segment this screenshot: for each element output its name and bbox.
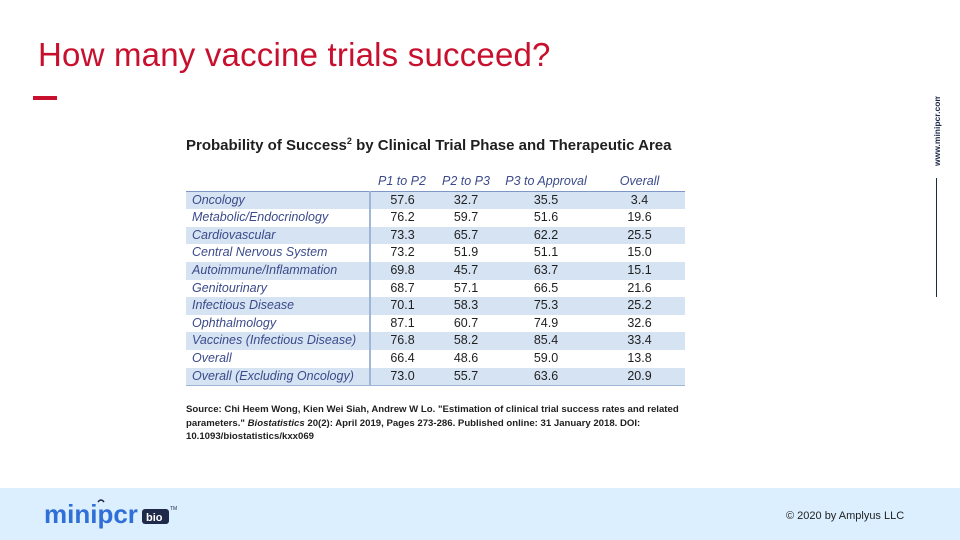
success-rate-cell: 35.5	[498, 191, 594, 210]
therapeutic-area-cell: Central Nervous System	[186, 244, 370, 262]
success-rate-cell: 51.9	[434, 244, 498, 262]
table-header-row: P1 to P2 P2 to P3 P3 to Approval Overall	[186, 173, 685, 192]
column-header: P3 to Approval	[505, 174, 587, 188]
copyright-text: © 2020 by Amplyus LLC	[786, 510, 905, 522]
success-rate-cell: 13.8	[594, 349, 685, 368]
therapeutic-area-cell: Overall	[186, 349, 370, 368]
success-rate-cell: 59.0	[498, 349, 594, 368]
therapeutic-area-cell: Cardiovascular	[186, 226, 370, 245]
table-row: Vaccines (Infectious Disease) 76.8 58.2 85.…	[186, 332, 685, 350]
success-rate-cell: 32.6	[594, 314, 685, 333]
table-row: Autoimmune/Inflammation 69.8 45.7 63.7 15.1	[186, 261, 685, 280]
source-journal: Biostatistics	[247, 417, 305, 429]
success-rate-cell: 62.2	[498, 226, 594, 245]
table-heading-main: Probability of Success	[186, 137, 347, 154]
therapeutic-area-cell: Infectious Disease	[186, 297, 370, 315]
table-row: Cardiovascular 73.3 65.7 62.2 25.5	[186, 226, 685, 245]
table-row: Infectious Disease 70.1 58.3 75.3 25.2	[186, 297, 685, 315]
slide-title: How many vaccine trials succeed?	[38, 36, 551, 73]
logo-wordmark: minipcr	[44, 499, 138, 529]
success-rate-cell: 60.7	[434, 314, 498, 333]
success-rate-table: P1 to P2 P2 to P3 P3 to Approval Overall…	[186, 173, 685, 386]
success-rate-cell: 19.6	[594, 209, 685, 227]
success-rate-cell: 63.6	[498, 367, 594, 386]
table-row: Overall 66.4 48.6 59.0 13.8	[186, 349, 685, 368]
therapeutic-area-cell: Metabolic/Endocrinology	[186, 209, 370, 227]
table-row: Oncology 57.6 32.7 35.5 3.4	[186, 191, 685, 210]
success-rate-cell: 25.2	[594, 297, 685, 315]
table-row: Genitourinary 68.7 57.1 66.5 21.6	[186, 279, 685, 298]
therapeutic-area-cell: Overall (Excluding Oncology)	[186, 367, 370, 386]
success-rate-cell: 87.1	[369, 314, 434, 333]
success-rate-cell: 75.3	[498, 297, 594, 315]
success-rate-cell: 76.8	[369, 332, 434, 350]
side-website-text: www.minipcr.com	[932, 96, 942, 167]
column-header: P1 to P2	[378, 174, 426, 188]
success-rate-cell: 32.7	[434, 191, 498, 210]
success-rate-cell: 3.4	[594, 191, 685, 210]
success-rate-cell: 45.7	[434, 261, 498, 280]
table-row: Ophthalmology 87.1 60.7 74.9 32.6	[186, 314, 685, 333]
column-header-area	[186, 173, 370, 191]
svg-text:TM: TM	[170, 506, 177, 512]
therapeutic-area-cell: Vaccines (Infectious Disease)	[186, 332, 370, 350]
success-rate-cell: 65.7	[434, 226, 498, 245]
success-rate-cell: 66.4	[369, 349, 434, 368]
source-suffix: 20(2): April 2019, Pages 273-286. Publis…	[186, 417, 641, 443]
success-rate-cell: 63.7	[498, 261, 594, 280]
success-rate-cell: 55.7	[434, 367, 498, 386]
therapeutic-area-cell: Genitourinary	[186, 279, 370, 298]
success-rate-cell: 20.9	[594, 367, 685, 386]
source-prefix: Source: Chi Heem Wong, Kien Wei Siah, An…	[186, 404, 679, 429]
minipcr-bio-logo: minipcr bio TM	[44, 499, 177, 529]
source-citation: Source: Chi Heem Wong, Kien Wei Siah, An…	[186, 403, 706, 444]
table-heading: Probability of Success2 by Clinical Tria…	[186, 136, 671, 154]
success-rate-cell: 15.0	[594, 244, 685, 262]
success-rate-cell: 66.5	[498, 279, 594, 298]
success-rate-cell: 51.6	[498, 209, 594, 227]
success-rate-cell: 68.7	[369, 279, 434, 298]
success-rate-cell: 59.7	[434, 209, 498, 227]
success-rate-cell: 51.1	[498, 244, 594, 262]
success-rate-cell: 57.1	[434, 279, 498, 298]
success-rate-cell: 69.8	[369, 261, 434, 280]
success-rate-cell: 58.2	[434, 332, 498, 350]
success-rate-cell: 25.5	[594, 226, 685, 245]
success-rate-cell: 58.3	[434, 297, 498, 315]
table-row: Central Nervous System 73.2 51.9 51.1 15.0	[186, 244, 685, 262]
success-rate-cell: 70.1	[369, 297, 434, 315]
success-rate-cell: 48.6	[434, 349, 498, 368]
success-rate-cell: 21.6	[594, 279, 685, 298]
table-row: Overall (Excluding Oncology) 73.0 55.7 63.6…	[186, 367, 685, 386]
table-body: Oncology 57.6 32.7 35.5 3.4 Metabolic/Endocri…	[186, 191, 685, 386]
success-rate-cell: 73.0	[369, 367, 434, 386]
success-rate-cell: 15.1	[594, 261, 685, 280]
success-rate-cell: 33.4	[594, 332, 685, 350]
title-underline-bar	[33, 96, 57, 100]
table-heading-footnote: 2	[346, 136, 352, 146]
side-website-label: www.minipcr.com	[932, 96, 942, 167]
column-header: Overall	[619, 174, 660, 188]
success-rate-cell: 76.2	[369, 209, 434, 227]
success-rate-cell: 57.6	[369, 191, 434, 210]
therapeutic-area-cell: Ophthalmology	[186, 314, 370, 333]
side-divider-line	[936, 178, 937, 297]
table-row: Metabolic/Endocrinology 76.2 59.7 51.6 19.6	[186, 209, 685, 227]
logo-badge: bio	[146, 512, 163, 524]
success-rate-cell: 73.2	[369, 244, 434, 262]
success-rate-cell: 85.4	[498, 332, 594, 350]
success-rate-cell: 73.3	[369, 226, 434, 245]
therapeutic-area-cell: Oncology	[186, 191, 370, 210]
table-heading-rest: by Clinical Trial Phase and Therapeutic …	[351, 137, 672, 154]
column-header: P2 to P3	[442, 174, 490, 188]
therapeutic-area-cell: Autoimmune/Inflammation	[186, 261, 370, 280]
success-rate-cell: 74.9	[498, 314, 594, 333]
